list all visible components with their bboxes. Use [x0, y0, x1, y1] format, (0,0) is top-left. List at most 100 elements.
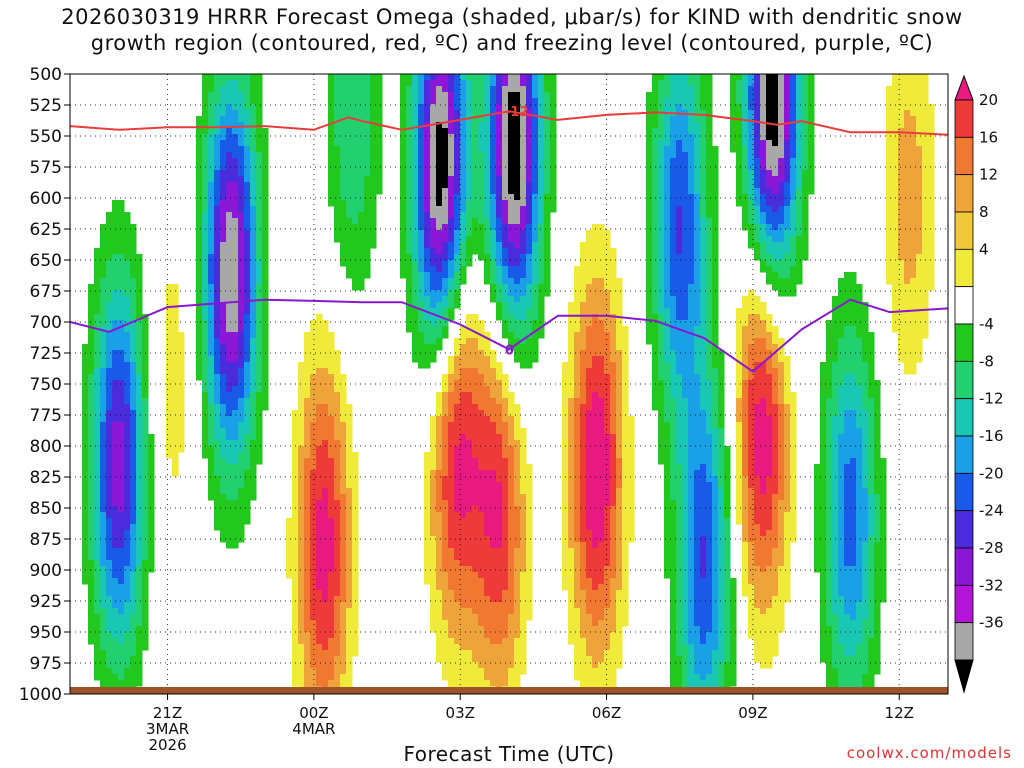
omega-cell	[778, 80, 785, 87]
omega-cell	[142, 356, 149, 363]
omega-cell	[718, 368, 725, 375]
omega-cell	[436, 194, 443, 201]
omega-cell	[778, 398, 785, 405]
omega-cell	[514, 272, 521, 279]
omega-cell	[352, 254, 359, 261]
omega-cell	[238, 428, 245, 435]
omega-cell	[790, 98, 797, 105]
omega-cell	[226, 140, 233, 147]
omega-cell	[328, 374, 335, 381]
omega-cell	[910, 302, 917, 309]
omega-cell	[844, 326, 851, 333]
omega-cell	[244, 182, 251, 189]
omega-cell	[460, 326, 467, 333]
omega-cell	[460, 134, 467, 141]
omega-cell	[742, 110, 749, 117]
omega-cell	[910, 338, 917, 345]
omega-cell	[706, 320, 713, 327]
omega-cell	[454, 410, 461, 417]
omega-cell	[712, 398, 719, 405]
omega-cell	[502, 320, 509, 327]
omega-cell	[742, 146, 749, 153]
omega-cell	[706, 254, 713, 261]
omega-cell	[208, 188, 215, 195]
omega-cell	[202, 194, 209, 201]
omega-cell	[796, 230, 803, 237]
omega-cell	[754, 176, 761, 183]
omega-cell	[412, 326, 419, 333]
omega-cell	[652, 122, 659, 129]
omega-cell	[358, 140, 365, 147]
omega-cell	[664, 398, 671, 405]
omega-cell	[238, 356, 245, 363]
omega-cell	[664, 128, 671, 135]
omega-cell	[316, 374, 323, 381]
omega-cell	[454, 98, 461, 105]
omega-cell	[250, 266, 257, 273]
omega-cell	[904, 194, 911, 201]
omega-cell	[430, 98, 437, 105]
omega-cell	[784, 86, 791, 93]
omega-cell	[706, 368, 713, 375]
omega-cell	[514, 236, 521, 243]
omega-cell	[772, 128, 779, 135]
omega-cell	[676, 134, 683, 141]
omega-cell	[772, 146, 779, 153]
omega-cell	[256, 416, 263, 423]
omega-cell	[688, 344, 695, 351]
omega-cell	[826, 362, 833, 369]
omega-cell	[652, 116, 659, 123]
omega-cell	[928, 140, 935, 147]
omega-cell	[748, 302, 755, 309]
omega-cell	[916, 242, 923, 249]
omega-cell	[256, 260, 263, 267]
omega-cell	[352, 194, 359, 201]
omega-cell	[898, 170, 905, 177]
omega-cell	[256, 218, 263, 225]
omega-cell	[778, 206, 785, 213]
omega-cell	[688, 338, 695, 345]
omega-cell	[208, 266, 215, 273]
omega-cell	[466, 104, 473, 111]
omega-cell	[418, 230, 425, 237]
omega-cell	[892, 230, 899, 237]
omega-cell	[910, 200, 917, 207]
omega-cell	[520, 224, 527, 231]
omega-cell	[718, 380, 725, 387]
omega-cell	[754, 86, 761, 93]
omega-cell	[586, 284, 593, 291]
omega-cell	[520, 332, 527, 339]
omega-cell	[784, 362, 791, 369]
omega-cell	[376, 170, 383, 177]
omega-cell	[304, 374, 311, 381]
omega-cell	[424, 140, 431, 147]
omega-cell	[586, 266, 593, 273]
omega-cell	[340, 80, 347, 87]
omega-cell	[472, 236, 479, 243]
omega-cell	[592, 326, 599, 333]
omega-cell	[346, 110, 353, 117]
omega-cell	[766, 392, 773, 399]
omega-cell	[358, 74, 365, 81]
omega-cell	[616, 368, 623, 375]
omega-cell	[376, 110, 383, 117]
omega-cell	[262, 266, 269, 273]
omega-cell	[418, 86, 425, 93]
omega-cell	[688, 194, 695, 201]
omega-cell	[262, 308, 269, 315]
omega-cell	[202, 104, 209, 111]
omega-cell	[904, 152, 911, 159]
omega-cell	[784, 80, 791, 87]
omega-cell	[778, 254, 785, 261]
omega-cell	[238, 344, 245, 351]
omega-cell	[310, 374, 317, 381]
omega-cell	[88, 314, 95, 321]
omega-cell	[766, 374, 773, 381]
omega-cell	[784, 116, 791, 123]
omega-cell	[682, 386, 689, 393]
omega-cell	[520, 428, 527, 435]
omega-cell	[304, 416, 311, 423]
omega-cell	[430, 212, 437, 219]
omega-cell	[370, 188, 377, 195]
omega-cell	[700, 188, 707, 195]
